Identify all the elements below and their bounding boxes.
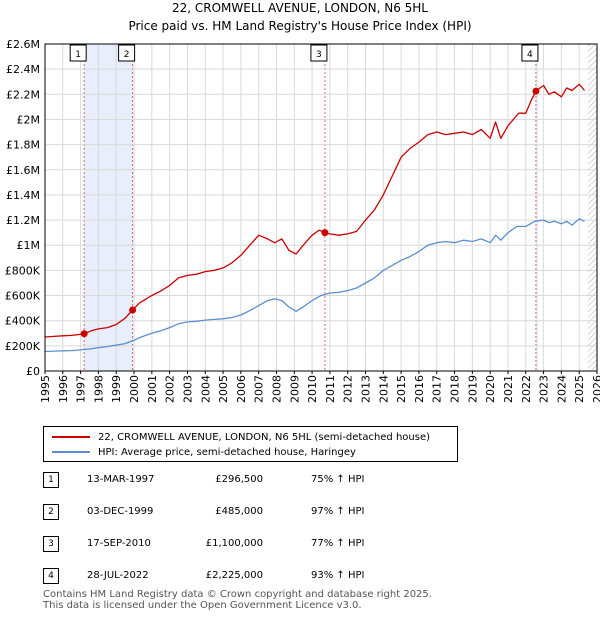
sale-price: £485,000: [215, 506, 263, 517]
sale-marker-box: [69, 44, 87, 62]
sale-marker-label: 1: [75, 50, 81, 60]
x-tick-label: 2024: [555, 375, 568, 403]
x-tick-label: 2009: [288, 375, 301, 403]
x-tick-label: 2012: [342, 375, 355, 403]
chart-title: 22, CROMWELL AVENUE, LONDON, N6 5HL: [172, 1, 428, 15]
x-tick-label: 2018: [449, 375, 462, 403]
sale-hpi-change: 97% ↑ HPI: [311, 506, 365, 517]
sale-marker-badge: 3: [43, 536, 59, 552]
y-tick-label: £1M: [17, 239, 41, 252]
sale-point: [321, 229, 329, 237]
x-tick-label: 2002: [164, 375, 177, 403]
legend-item-property: 22, CROMWELL AVENUE, LONDON, N6 5HL (sem…: [52, 430, 430, 444]
legend-swatch-property: [52, 436, 90, 438]
x-tick-label: 2016: [413, 375, 426, 403]
y-tick-label: £200K: [5, 340, 41, 353]
x-tick-label: 2001: [146, 375, 159, 403]
sale-date: 03-DEC-1999: [87, 506, 154, 517]
plot-frame: [44, 43, 598, 372]
x-tick-label: 2008: [270, 375, 283, 403]
chart-subtitle: Price paid vs. HM Land Registry's House …: [128, 19, 471, 33]
x-tick-label: 1996: [57, 375, 70, 403]
sale-hpi-change: 75% ↑ HPI: [311, 474, 365, 485]
footer-attribution: Contains HM Land Registry data © Crown c…: [43, 589, 432, 611]
sale-date: 13-MAR-1997: [87, 474, 155, 485]
sale-marker-badge: 2: [43, 504, 59, 520]
y-tick-label: £2M: [17, 113, 41, 126]
sale-point: [80, 330, 88, 338]
y-tick-label: £0: [26, 365, 40, 378]
x-tick-label: 2000: [128, 375, 141, 403]
y-tick-label: £600K: [5, 290, 41, 303]
future-hatch: [588, 44, 597, 371]
x-tick-label: 2023: [538, 375, 551, 403]
y-tick-label: £1.4M: [6, 189, 40, 202]
x-tick-label: 2013: [360, 375, 373, 403]
sale-marker-label: 3: [316, 50, 322, 60]
x-tick-label: 2006: [235, 375, 248, 403]
x-tick-label: 1998: [92, 375, 105, 403]
sale-marker-box: [310, 44, 328, 62]
legend-label-hpi: HPI: Average price, semi-detached house,…: [98, 446, 356, 458]
sale-hpi-change: 77% ↑ HPI: [311, 538, 365, 549]
x-tick-label: 2017: [431, 375, 444, 403]
x-tick-label: 2011: [324, 375, 337, 403]
x-tick-label: 1999: [110, 375, 123, 403]
y-tick-label: £1.2M: [6, 214, 40, 227]
legend-swatch-hpi: [52, 451, 90, 453]
footer-line-1: Contains HM Land Registry data © Crown c…: [43, 589, 432, 600]
y-tick-label: £1.8M: [6, 139, 40, 152]
sale-marker-box: [118, 44, 136, 62]
table-row: 4 28-JUL-2022 £2,225,000 93% ↑ HPI: [43, 568, 463, 584]
table-row: 3 17-SEP-2010 £1,100,000 77% ↑ HPI: [43, 536, 463, 552]
x-tick-label: 2015: [395, 375, 408, 403]
sale-date: 28-JUL-2022: [87, 570, 149, 581]
y-tick-label: £400K: [5, 315, 41, 328]
chart-legend: 22, CROMWELL AVENUE, LONDON, N6 5HL (sem…: [43, 426, 458, 462]
sale-point: [129, 306, 137, 314]
sale-marker-label: 2: [124, 50, 130, 60]
price-chart: 22, CROMWELL AVENUE, LONDON, N6 5HL Pric…: [5, 1, 600, 403]
sale-hpi-change: 93% ↑ HPI: [311, 570, 365, 581]
sale-price: £1,100,000: [205, 538, 263, 549]
sale-price: £2,225,000: [205, 570, 263, 581]
ownership-shade: [84, 44, 133, 371]
sale-marker-badge: 4: [43, 568, 59, 584]
y-tick-label: £2.6M: [6, 38, 40, 51]
x-tick-label: 2025: [573, 375, 586, 403]
x-tick-label: 2022: [520, 375, 533, 403]
x-tick-label: 2014: [377, 375, 390, 403]
y-tick-label: £1.6M: [6, 164, 40, 177]
x-tick-label: 2007: [253, 375, 266, 403]
sale-marker-box: [521, 44, 539, 62]
footer-line-2: This data is licensed under the Open Gov…: [43, 600, 362, 611]
y-tick-label: £2.2M: [6, 88, 40, 101]
table-row: 2 03-DEC-1999 £485,000 97% ↑ HPI: [43, 504, 463, 520]
x-tick-label: 2004: [199, 375, 212, 403]
x-tick-label: 2019: [466, 375, 479, 403]
x-tick-label: 2010: [306, 375, 319, 403]
legend-label-property: 22, CROMWELL AVENUE, LONDON, N6 5HL (sem…: [98, 431, 431, 443]
ownership-shade: [535, 44, 539, 371]
hpi-line: [45, 218, 585, 353]
sale-point: [532, 87, 540, 95]
x-tick-label: 2026: [591, 375, 600, 403]
y-tick-label: £2.4M: [6, 63, 40, 76]
sale-price: £296,500: [215, 474, 263, 485]
sale-date: 17-SEP-2010: [87, 538, 151, 549]
x-tick-label: 1995: [39, 375, 52, 403]
sale-marker-badge: 1: [43, 472, 59, 488]
y-tick-label: £800K: [5, 264, 41, 277]
legend-item-hpi: HPI: Average price, semi-detached house,…: [52, 445, 356, 459]
x-tick-label: 2005: [217, 375, 230, 403]
sale-marker-label: 4: [527, 50, 533, 60]
x-tick-label: 2021: [502, 375, 515, 403]
table-row: 1 13-MAR-1997 £296,500 75% ↑ HPI: [43, 472, 463, 488]
x-tick-label: 1997: [75, 375, 88, 403]
x-tick-label: 2003: [181, 375, 194, 403]
x-tick-label: 2020: [484, 375, 497, 403]
